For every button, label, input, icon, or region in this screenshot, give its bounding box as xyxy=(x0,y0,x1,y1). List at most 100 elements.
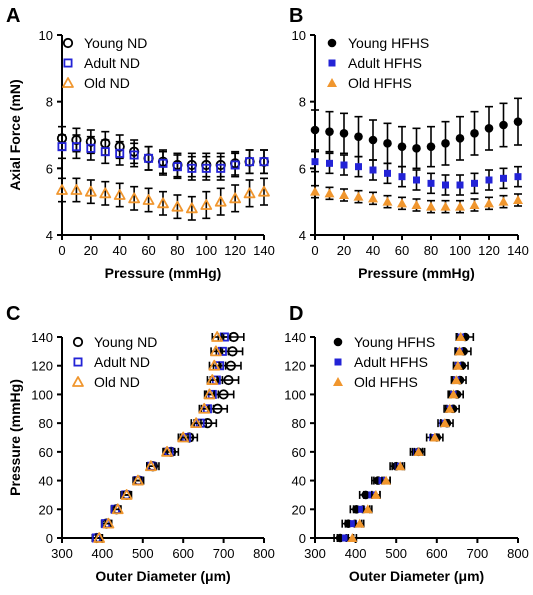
data-point xyxy=(203,388,216,400)
data-point xyxy=(339,190,349,199)
data-point xyxy=(113,189,126,200)
y-axis-title: Pressure (mmHg) xyxy=(7,379,23,496)
data-point xyxy=(128,192,141,204)
data-point xyxy=(102,517,115,529)
y-axis-title: Axial Force (mN) xyxy=(7,79,23,190)
y-tick-label: 0 xyxy=(299,531,306,546)
data-point xyxy=(369,166,377,174)
data-point xyxy=(229,192,242,204)
data-point xyxy=(210,345,222,357)
data-point xyxy=(144,153,154,163)
panel-d: D 300 400 500 600 700 800 0 20 40 60 80 100 120 140 Out… xyxy=(284,303,529,584)
data-point xyxy=(411,200,422,209)
series-old xyxy=(310,184,523,214)
legend-marker-old xyxy=(327,78,337,87)
x-tick-label: 0 xyxy=(311,243,318,258)
data-point xyxy=(115,148,125,158)
legend: Young HFHS Adult HFHS Old HFHS xyxy=(333,334,435,390)
data-point xyxy=(455,332,466,341)
data-point xyxy=(341,534,349,542)
legend-label: Old ND xyxy=(94,374,140,390)
y-tick-label: 10 xyxy=(292,28,306,43)
data-point xyxy=(413,446,424,456)
data-point xyxy=(142,194,155,205)
data-point xyxy=(442,181,449,189)
panel-letter: D xyxy=(289,303,303,325)
x-tick-label: 600 xyxy=(172,546,194,561)
y-tick-label: 40 xyxy=(292,474,306,489)
legend-marker-old xyxy=(333,377,343,386)
data-point xyxy=(362,504,373,514)
x-tick-label: 120 xyxy=(478,243,500,258)
data-point xyxy=(498,196,509,206)
data-point xyxy=(172,162,182,172)
y-tick-label: 100 xyxy=(284,387,306,402)
data-point xyxy=(201,163,211,173)
data-point xyxy=(413,176,420,184)
data-point xyxy=(350,520,358,528)
y-tick-label: 120 xyxy=(284,359,306,374)
data-point xyxy=(218,389,229,400)
data-point xyxy=(326,159,333,167)
y-tick-label: 140 xyxy=(284,330,306,345)
data-point xyxy=(354,132,363,141)
data-point xyxy=(223,374,234,386)
data-point xyxy=(354,518,365,528)
panel-letter: C xyxy=(6,303,20,325)
data-point xyxy=(129,150,139,160)
data-point xyxy=(382,196,393,206)
data-point xyxy=(500,174,507,182)
series-adult xyxy=(311,150,522,196)
legend: Young ND Adult ND Old ND xyxy=(62,35,147,91)
data-point xyxy=(259,157,269,167)
data-point xyxy=(206,374,219,385)
y-tick-label: 60 xyxy=(292,445,306,460)
x-axis-title: Pressure (mmHg) xyxy=(358,265,475,281)
data-point xyxy=(243,187,256,199)
x-tick-label: 700 xyxy=(213,546,235,561)
legend-marker-young xyxy=(327,38,337,48)
legend-label: Young HFHS xyxy=(348,35,429,51)
legend: Young HFHS Adult HFHS Old HFHS xyxy=(327,35,429,91)
data-point xyxy=(381,475,392,485)
data-point xyxy=(57,142,67,152)
data-point xyxy=(214,195,227,207)
data-point xyxy=(426,142,436,151)
series-old xyxy=(347,332,466,542)
data-point xyxy=(144,460,157,472)
legend-marker-adult xyxy=(334,358,342,366)
legend-label: Old HFHS xyxy=(348,75,412,91)
data-point xyxy=(185,202,198,214)
y-tick-label: 20 xyxy=(292,502,306,517)
data-point xyxy=(452,360,463,370)
data-point xyxy=(412,144,421,153)
x-tick-label: 60 xyxy=(141,243,155,258)
data-point xyxy=(111,503,124,515)
legend-label: Adult HFHS xyxy=(348,55,422,71)
x-tick-label: 120 xyxy=(224,243,246,258)
legend-marker-old xyxy=(62,77,74,88)
y-tick-label: 80 xyxy=(292,416,306,431)
data-point xyxy=(161,445,173,457)
data-point xyxy=(324,188,335,198)
x-tick-label: 100 xyxy=(195,243,217,258)
data-point xyxy=(499,120,508,130)
x-tick-label: 60 xyxy=(395,243,409,258)
data-point xyxy=(484,198,494,208)
data-point xyxy=(439,418,450,428)
data-point xyxy=(395,461,406,471)
x-tick-label: 300 xyxy=(304,546,326,561)
data-point xyxy=(441,139,450,148)
data-point xyxy=(429,432,440,442)
data-point xyxy=(132,474,144,486)
data-point xyxy=(456,181,464,189)
data-point xyxy=(370,489,381,499)
data-point xyxy=(93,532,106,543)
x-tick-label: 300 xyxy=(51,546,73,561)
legend: Young ND Adult ND Old ND xyxy=(72,334,157,390)
legend-label: Adult ND xyxy=(84,55,140,71)
legend-marker-adult xyxy=(73,357,83,367)
x-axis-title: Pressure (mmHg) xyxy=(105,265,222,281)
panel-c: C 300 400 500 600 700 800 0 20 40 60 80 100 120 140 Out… xyxy=(6,303,275,584)
